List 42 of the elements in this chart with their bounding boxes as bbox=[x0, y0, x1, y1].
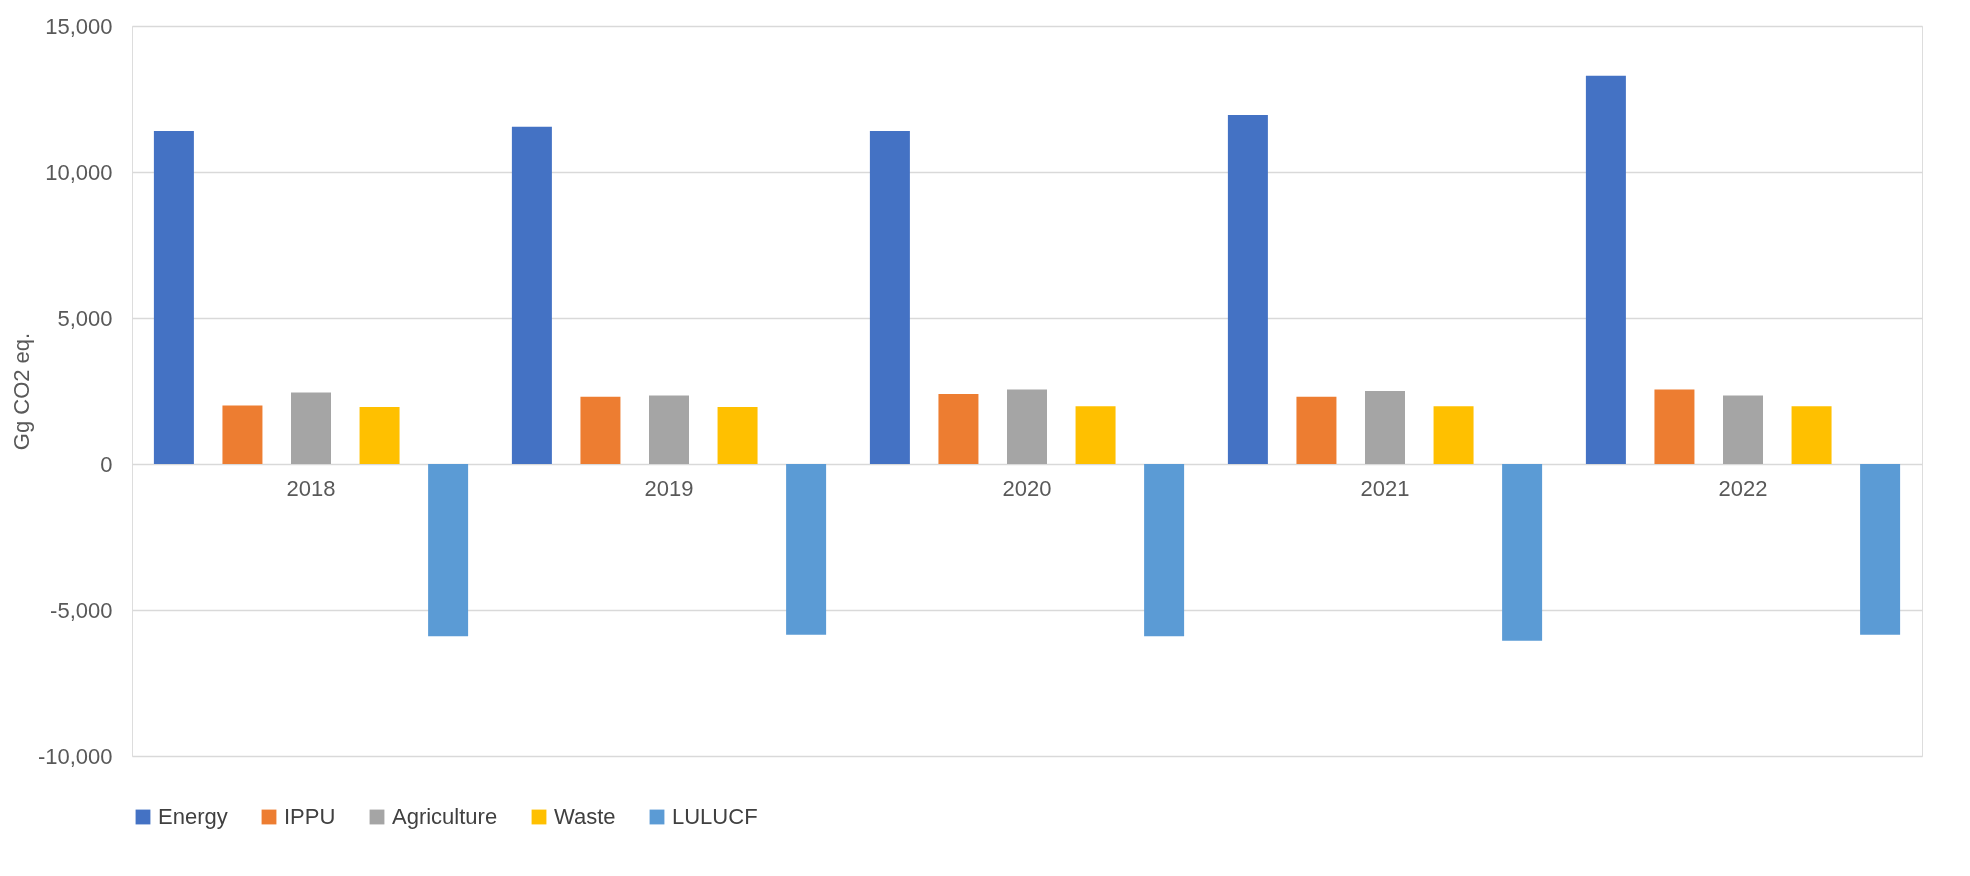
bar bbox=[649, 395, 689, 464]
bar bbox=[1007, 389, 1047, 464]
y-tick-label: -10,000 bbox=[37, 743, 113, 769]
bar bbox=[1227, 115, 1268, 464]
bar bbox=[1723, 395, 1763, 464]
y-tick-label: -5,000 bbox=[50, 597, 113, 623]
bar bbox=[580, 396, 621, 464]
legend-label: Agriculture bbox=[392, 804, 498, 829]
bar bbox=[1075, 406, 1116, 464]
x-tick-label: 2020 bbox=[1002, 475, 1052, 501]
legend-label: IPPU bbox=[284, 804, 336, 829]
y-tick-label: 0 bbox=[100, 451, 113, 477]
bar bbox=[1144, 464, 1185, 637]
bar bbox=[428, 464, 469, 637]
legend-label: Waste bbox=[554, 804, 616, 829]
bar bbox=[1860, 464, 1901, 635]
bar bbox=[359, 407, 400, 464]
bar bbox=[1433, 406, 1474, 464]
bar bbox=[222, 405, 263, 464]
x-tick-label: 2018 bbox=[286, 475, 336, 501]
bar bbox=[938, 393, 979, 464]
bar bbox=[717, 407, 758, 464]
x-tick-label: 2021 bbox=[1360, 475, 1410, 501]
bar bbox=[1585, 75, 1626, 464]
x-tick-label: 2022 bbox=[1718, 475, 1768, 501]
legend-label: Energy bbox=[158, 804, 228, 829]
y-tick-label: 10,000 bbox=[45, 159, 113, 185]
x-tick-label: 2019 bbox=[644, 475, 694, 501]
bar bbox=[511, 126, 552, 464]
y-tick-label: 5,000 bbox=[57, 305, 113, 331]
bar bbox=[1296, 396, 1337, 464]
bar bbox=[786, 464, 827, 635]
y-tick-label: 15,000 bbox=[45, 13, 113, 39]
bar bbox=[291, 392, 331, 464]
y-axis-title: Gg CO2 eq. bbox=[8, 332, 34, 451]
bar bbox=[1502, 464, 1543, 641]
bar bbox=[1791, 406, 1832, 464]
bar bbox=[1654, 389, 1695, 464]
legend-label: LULUCF bbox=[672, 804, 758, 829]
bar bbox=[1365, 391, 1405, 464]
bar bbox=[153, 131, 194, 464]
bar bbox=[869, 131, 910, 464]
